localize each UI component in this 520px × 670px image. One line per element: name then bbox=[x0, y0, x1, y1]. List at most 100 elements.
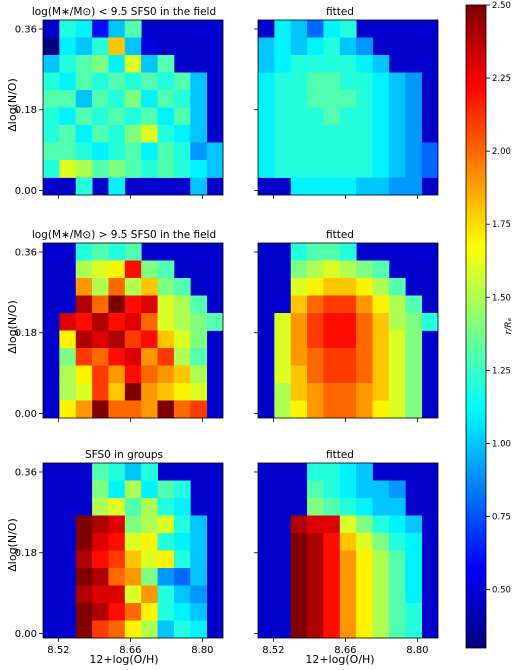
heatmap-cell bbox=[323, 568, 341, 586]
colorbar-tick-label: 1.00 bbox=[492, 439, 511, 449]
heatmap-cell bbox=[92, 498, 109, 516]
heatmap-cell bbox=[108, 125, 126, 143]
y-tick-label: 0.00 bbox=[15, 409, 37, 420]
heatmap-cell bbox=[372, 160, 390, 178]
heatmap-cell bbox=[307, 365, 324, 384]
heatmap-cell bbox=[59, 90, 77, 108]
heatmap-cell bbox=[108, 348, 126, 366]
heatmap-cell bbox=[108, 383, 126, 401]
heatmap-cell bbox=[323, 480, 341, 499]
heatmap-cell bbox=[124, 295, 142, 314]
heatmap-cell bbox=[190, 142, 208, 161]
heatmap-cell bbox=[92, 278, 109, 296]
heatmap-cell bbox=[290, 585, 308, 604]
heatmap-cell bbox=[290, 177, 308, 196]
heatmap-cell bbox=[307, 330, 324, 349]
heatmap-cell bbox=[290, 550, 308, 569]
heatmap-cell bbox=[59, 160, 77, 178]
heatmap-cell bbox=[59, 142, 77, 161]
heatmap-cell bbox=[405, 533, 423, 551]
heatmap-cell bbox=[190, 550, 208, 569]
heatmap-cell bbox=[356, 383, 373, 401]
heatmap-cell bbox=[108, 480, 126, 499]
heatmap-cell bbox=[372, 278, 390, 296]
heatmap-cell bbox=[141, 260, 158, 279]
heatmap-panel-field-high-mass-fitted bbox=[254, 242, 439, 422]
heatmap-cell bbox=[290, 365, 308, 384]
heatmap-cell bbox=[92, 348, 109, 366]
heatmap-cell bbox=[75, 400, 93, 419]
heatmap-cell bbox=[405, 125, 423, 143]
heatmap-cell bbox=[190, 383, 208, 401]
heatmap-panel-field-high-mass: 0.00 0.18 0.36 bbox=[15, 242, 224, 422]
colorbar-tick-label: 1.75 bbox=[492, 220, 511, 230]
heatmap-cell bbox=[75, 585, 93, 604]
heatmap-cell bbox=[108, 330, 126, 349]
heatmap-cell bbox=[339, 278, 357, 296]
heatmap-cell bbox=[75, 125, 93, 143]
heatmap-cell bbox=[388, 125, 406, 143]
heatmap-cell bbox=[388, 550, 406, 569]
y-tick-label: 0.18 bbox=[15, 328, 37, 339]
heatmap-cell bbox=[141, 550, 158, 569]
colorbar-tick-label: 2.00 bbox=[492, 147, 511, 157]
heatmap-cell bbox=[356, 177, 373, 196]
heatmap-cell bbox=[75, 330, 93, 349]
heatmap-cell bbox=[339, 330, 357, 349]
heatmap-cell bbox=[141, 313, 158, 331]
heatmap-cell bbox=[405, 160, 423, 178]
heatmap-cell bbox=[124, 463, 142, 481]
heatmap-cell bbox=[339, 313, 357, 331]
heatmap-cell bbox=[356, 365, 373, 384]
heatmap-cell bbox=[290, 400, 308, 419]
heatmap-cell bbox=[173, 295, 191, 314]
heatmap-cell bbox=[75, 295, 93, 314]
heatmap-cell bbox=[274, 348, 292, 366]
heatmap-cell bbox=[206, 313, 224, 331]
heatmap-cell bbox=[124, 620, 142, 639]
heatmap-cell bbox=[388, 107, 406, 126]
heatmap-cell bbox=[405, 107, 423, 126]
heatmap-cell bbox=[372, 330, 390, 349]
heatmap-cell bbox=[124, 585, 142, 604]
heatmap-cell bbox=[290, 568, 308, 586]
heatmap-cell bbox=[307, 348, 324, 366]
heatmap-cell bbox=[290, 313, 308, 331]
heatmap-cell bbox=[92, 400, 109, 419]
heatmap-cell bbox=[388, 348, 406, 366]
heatmap-cell bbox=[157, 400, 175, 419]
y-axis-label-row3: Δlog(N/O) bbox=[6, 518, 19, 571]
colorbar-ticks: 0.50 0.75 1.00 1.25 1.50 1.75 2.00 2.25 2.50 bbox=[486, 1, 511, 596]
heatmap-cell bbox=[108, 400, 126, 419]
heatmap-cell bbox=[141, 278, 158, 296]
heatmap-cell bbox=[356, 620, 373, 639]
heatmap-panel-groups-fitted: 8.52 8.66 8.80 bbox=[254, 462, 439, 656]
heatmap-cell bbox=[388, 568, 406, 586]
heatmap-cell bbox=[372, 142, 390, 161]
heatmap-cell bbox=[92, 295, 109, 314]
heatmap-cell bbox=[108, 142, 126, 161]
heatmap-cell bbox=[92, 533, 109, 551]
heatmap-cell bbox=[190, 400, 208, 419]
heatmap-cell bbox=[339, 603, 357, 621]
heatmap-cell bbox=[307, 550, 324, 569]
plot-frame bbox=[257, 19, 439, 196]
heatmap-cell bbox=[75, 177, 93, 196]
heatmap-cell bbox=[124, 348, 142, 366]
heatmap-cell bbox=[388, 160, 406, 178]
heatmap-cell bbox=[157, 498, 175, 516]
heatmap-cell bbox=[388, 330, 406, 349]
heatmap-cell bbox=[108, 160, 126, 178]
heatmap-cell bbox=[108, 585, 126, 604]
heatmap-cell bbox=[323, 620, 341, 639]
heatmap-cell bbox=[323, 515, 341, 534]
heatmap-cell bbox=[421, 142, 439, 161]
heatmap-cell bbox=[190, 515, 208, 534]
heatmap-cell bbox=[388, 177, 406, 196]
heatmap-cell bbox=[323, 383, 341, 401]
heatmap-cell bbox=[323, 37, 341, 56]
heatmap-cell bbox=[75, 278, 93, 296]
heatmap-cell bbox=[173, 348, 191, 366]
heatmap-cell bbox=[173, 550, 191, 569]
x-tick-label: 8.66 bbox=[119, 645, 141, 656]
